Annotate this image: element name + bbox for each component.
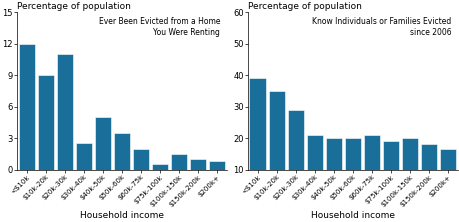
X-axis label: Household income: Household income	[80, 210, 163, 220]
Bar	[287, 110, 303, 201]
Bar	[382, 141, 398, 201]
Text: Percentage of population: Percentage of population	[247, 2, 361, 12]
Bar	[190, 159, 206, 170]
Text: Know Individuals or Families Evicted
since 2006: Know Individuals or Families Evicted sin…	[311, 17, 450, 37]
Bar	[401, 138, 417, 201]
Text: Ever Been Evicted from a Home
You Were Renting: Ever Been Evicted from a Home You Were R…	[99, 17, 220, 37]
Bar	[439, 149, 455, 201]
Bar	[268, 91, 284, 201]
Bar	[56, 54, 73, 170]
Bar	[249, 78, 265, 201]
Bar	[113, 133, 130, 170]
Bar	[208, 161, 225, 170]
Bar	[38, 75, 54, 170]
Bar	[18, 44, 35, 170]
X-axis label: Household income: Household income	[310, 210, 394, 220]
Bar	[420, 144, 436, 201]
Bar	[133, 149, 149, 170]
Bar	[171, 154, 187, 170]
Bar	[363, 135, 379, 201]
Bar	[306, 135, 322, 201]
Bar	[325, 138, 341, 201]
Text: Percentage of population: Percentage of population	[17, 2, 131, 12]
Bar	[76, 143, 92, 170]
Bar	[95, 117, 111, 170]
Bar	[151, 164, 168, 170]
Bar	[344, 138, 360, 201]
